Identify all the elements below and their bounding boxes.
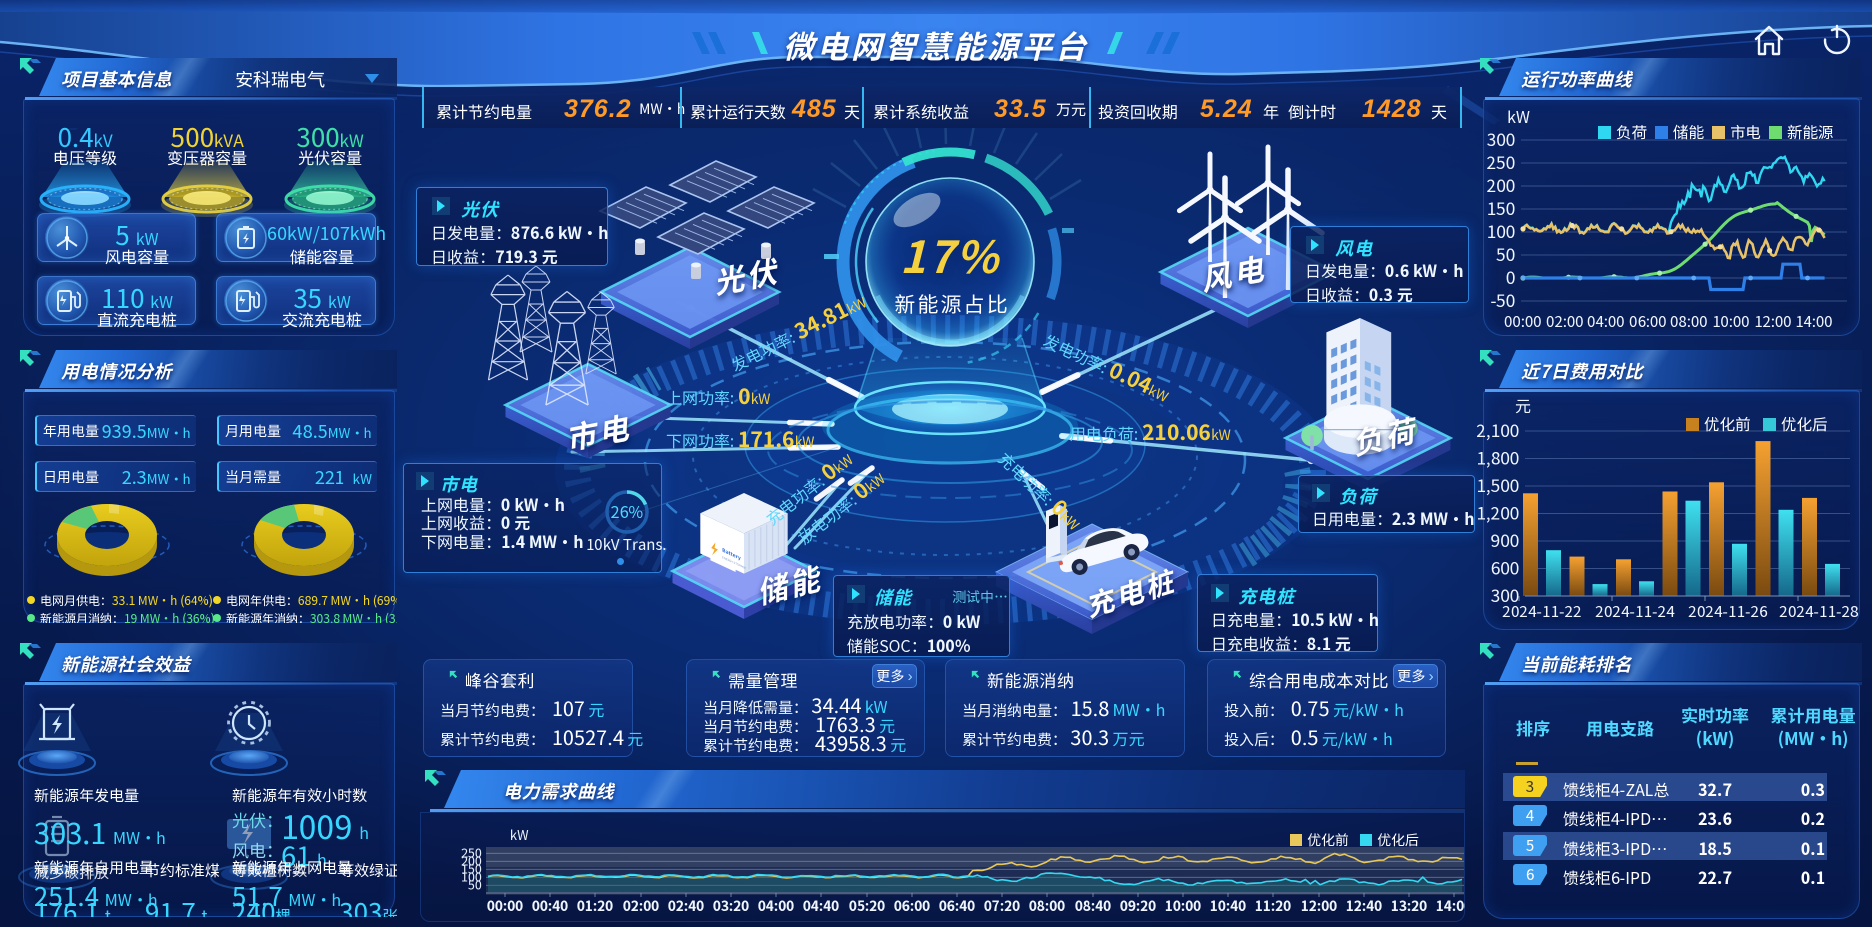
- svg-text:12:00: 12:00: [1301, 895, 1337, 915]
- svg-text:600: 600: [1491, 555, 1519, 580]
- svg-text:06:00: 06:00: [1629, 311, 1666, 332]
- svg-text:06:00: 06:00: [894, 895, 930, 915]
- svg-text:kW: kW: [510, 825, 529, 844]
- svg-text:06:40: 06:40: [939, 895, 975, 915]
- svg-text:150: 150: [461, 858, 482, 877]
- svg-text:900: 900: [1491, 527, 1519, 552]
- svg-text:2,100: 2,100: [1477, 417, 1519, 442]
- svg-text:01:20: 01:20: [577, 895, 613, 915]
- svg-text:0: 0: [1506, 264, 1515, 289]
- svg-text:08:00: 08:00: [1670, 311, 1707, 332]
- svg-text:用电负荷: 210.06kW: 用电负荷: 210.06kW: [1070, 417, 1231, 447]
- svg-text:04:00: 04:00: [758, 895, 794, 915]
- svg-text:200: 200: [1487, 172, 1515, 197]
- svg-text:储能: 储能: [1673, 121, 1705, 143]
- svg-text:09:20: 09:20: [1120, 895, 1156, 915]
- svg-text:08:40: 08:40: [1075, 895, 1111, 915]
- svg-text:250: 250: [461, 842, 482, 861]
- svg-text:04:40: 04:40: [803, 895, 839, 915]
- svg-text:08:00: 08:00: [1029, 895, 1065, 915]
- svg-text:05:20: 05:20: [849, 895, 885, 915]
- svg-text:04:00: 04:00: [1587, 311, 1624, 332]
- svg-text:150: 150: [1487, 195, 1515, 220]
- svg-text:-50: -50: [1490, 287, 1515, 312]
- svg-text:市电: 市电: [1730, 121, 1761, 143]
- svg-text:优化后: 优化后: [1781, 413, 1828, 435]
- svg-text:14:00: 14:00: [1436, 895, 1465, 915]
- svg-text:250: 250: [1487, 149, 1515, 174]
- svg-text:2024-11-28: 2024-11-28: [1779, 600, 1859, 622]
- svg-text:02:00: 02:00: [623, 895, 659, 915]
- svg-text:负荷: 负荷: [1616, 121, 1647, 143]
- svg-text:2024-11-22: 2024-11-22: [1502, 600, 1582, 622]
- svg-text:50: 50: [467, 874, 482, 893]
- svg-text:07:20: 07:20: [984, 895, 1020, 915]
- svg-text:1,200: 1,200: [1477, 500, 1519, 525]
- svg-text:300: 300: [1487, 126, 1515, 151]
- svg-text:10:40: 10:40: [1210, 895, 1246, 915]
- svg-text:300: 300: [1491, 582, 1519, 607]
- svg-text:kW: kW: [1507, 104, 1530, 128]
- svg-text:100: 100: [1487, 218, 1515, 243]
- svg-text:2024-11-26: 2024-11-26: [1688, 600, 1768, 622]
- svg-text:优化后: 优化后: [1377, 830, 1419, 850]
- svg-text:12:00: 12:00: [1754, 311, 1791, 332]
- svg-text:11:20: 11:20: [1255, 895, 1291, 915]
- svg-text:新能源: 新能源: [1787, 121, 1834, 143]
- svg-text:02:00: 02:00: [1546, 311, 1583, 332]
- svg-text:1,800: 1,800: [1477, 445, 1519, 470]
- svg-text:00:00: 00:00: [1504, 311, 1541, 332]
- svg-text:26%: 26%: [611, 499, 644, 523]
- svg-text:00:40: 00:40: [532, 895, 568, 915]
- svg-text:13:20: 13:20: [1391, 895, 1427, 915]
- svg-text:00:00: 00:00: [487, 895, 523, 915]
- svg-text:200: 200: [461, 850, 482, 869]
- svg-text:2024-11-24: 2024-11-24: [1595, 600, 1675, 622]
- svg-text:下网功率: 171.6kW: 下网功率: 171.6kW: [666, 424, 814, 454]
- svg-text:优化前: 优化前: [1307, 830, 1349, 850]
- svg-text:02:40: 02:40: [668, 895, 704, 915]
- svg-text:10:00: 10:00: [1165, 895, 1201, 915]
- svg-text:优化前: 优化前: [1704, 413, 1751, 435]
- svg-text:100: 100: [461, 866, 482, 885]
- svg-text:14:00: 14:00: [1795, 311, 1832, 332]
- svg-text:12:40: 12:40: [1346, 895, 1382, 915]
- svg-text:03:20: 03:20: [713, 895, 749, 915]
- svg-text:50: 50: [1496, 241, 1515, 266]
- svg-text:1,500: 1,500: [1477, 472, 1519, 497]
- svg-text:10:00: 10:00: [1712, 311, 1749, 332]
- svg-text:元: 元: [1515, 393, 1531, 417]
